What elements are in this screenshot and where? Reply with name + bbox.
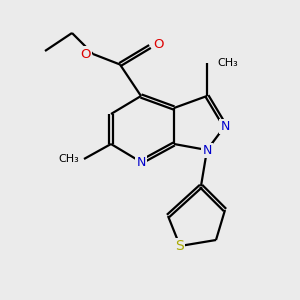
Text: O: O: [80, 47, 91, 61]
Text: O: O: [154, 38, 164, 51]
Text: S: S: [176, 239, 184, 253]
Text: CH₃: CH₃: [59, 154, 80, 164]
Text: CH₃: CH₃: [218, 58, 238, 68]
Text: N: N: [220, 119, 230, 133]
Text: N: N: [136, 155, 146, 169]
Text: N: N: [202, 143, 212, 157]
